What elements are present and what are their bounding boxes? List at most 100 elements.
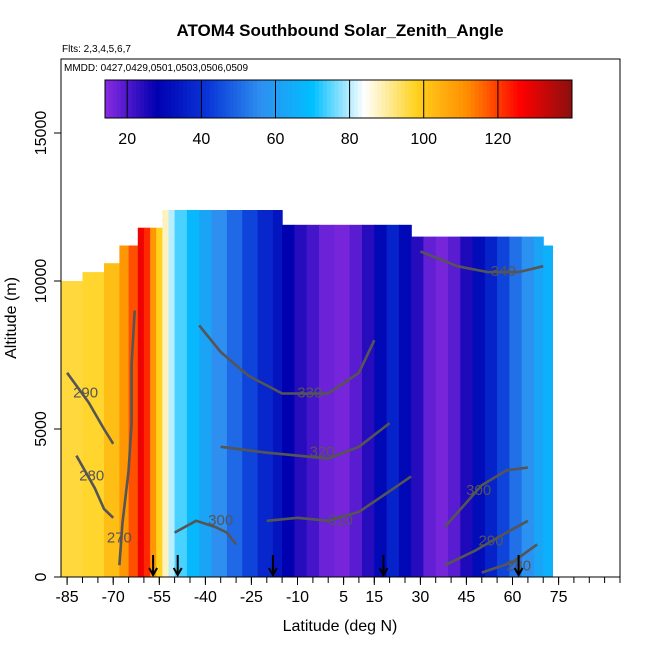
colorbar-segment — [490, 80, 495, 118]
colorbar-segment — [439, 80, 445, 118]
colorbar-segment — [112, 80, 118, 118]
y-axis: 0 5000 10000 15000 — [33, 111, 61, 581]
colorbar-segment — [105, 80, 110, 118]
colorbar-tick-label: 60 — [267, 131, 285, 148]
plot-border — [60, 58, 621, 578]
colorbar-segment — [272, 80, 277, 118]
colorbar-segment — [140, 80, 145, 118]
heat-column — [186, 210, 200, 577]
colorbar-segment — [455, 80, 460, 118]
chart-title: ATOM4 Southbound Solar_Zenith_Angle — [176, 21, 503, 40]
heat-column — [306, 224, 320, 577]
colorbar-segment — [241, 80, 246, 118]
colorbar-segment — [369, 80, 375, 118]
colorbar-segment — [431, 80, 437, 118]
colorbar-segment — [198, 80, 203, 118]
heat-column — [349, 224, 363, 577]
contour-line — [419, 250, 544, 274]
colorbar-segment — [206, 80, 211, 118]
heat-column — [150, 227, 157, 577]
heat-column — [174, 210, 188, 577]
colorbar-segment — [190, 80, 196, 118]
colorbar-segment — [159, 80, 164, 118]
colorbar-segment — [525, 80, 530, 118]
colorbar-segment — [210, 80, 215, 118]
colorbar-segment — [357, 80, 363, 118]
colorbar-segment — [217, 80, 223, 118]
colorbar-segment — [459, 80, 464, 118]
heat-column — [272, 210, 283, 577]
contour-label: 300 — [208, 512, 233, 529]
colorbar-segment — [501, 80, 507, 118]
heat-column — [374, 224, 388, 577]
dates-note: MMDD: 0427,0429,0501,0503,0506,0509 — [64, 63, 248, 74]
colorbar-border — [104, 79, 573, 119]
colorbar-tick-label: 20 — [118, 131, 136, 148]
x-tick-label: -40 — [194, 589, 217, 606]
colorbar-segment — [186, 80, 192, 118]
colorbar-segment — [361, 80, 367, 118]
y-tick-label: 0 — [33, 572, 50, 581]
heat-column — [448, 236, 461, 577]
colorbar-segment — [264, 80, 269, 118]
colorbar-segment — [287, 80, 293, 118]
colorbar-segment — [474, 80, 480, 118]
colorbar-segment — [392, 80, 398, 118]
colorbar-segment — [330, 80, 336, 118]
colorbar-segment — [116, 80, 122, 118]
contour-line — [220, 422, 391, 460]
contour-line — [266, 475, 412, 523]
heat-column — [460, 236, 474, 577]
colorbar-segment — [513, 80, 519, 118]
colorbar-tick-label: 80 — [341, 131, 359, 148]
colorbar-segment — [276, 80, 281, 118]
x-tick-label: 60 — [504, 589, 522, 606]
contour-label: 330 — [297, 384, 322, 401]
y-tick-label: 15000 — [33, 111, 50, 156]
heat-column — [211, 210, 228, 577]
colorbar-segment — [284, 80, 289, 118]
heat-column — [61, 281, 84, 577]
heat-column — [411, 236, 424, 577]
colorbar-segment — [194, 80, 199, 118]
colorbar-segment — [517, 80, 522, 118]
colorbar-segment — [408, 80, 413, 118]
contour-label: 290 — [73, 384, 98, 401]
colorbar-segment — [132, 80, 137, 118]
colorbar-segment — [568, 80, 573, 118]
colorbar-segment — [385, 80, 390, 118]
profile-arrow — [148, 555, 158, 577]
colorbar-segment — [548, 80, 554, 118]
colorbar-segment — [396, 80, 402, 118]
contour-line — [118, 310, 136, 566]
heat-column — [294, 224, 308, 577]
heat-column — [484, 236, 498, 577]
colorbar-segment — [213, 80, 219, 118]
profile-arrow — [378, 555, 389, 577]
colorbar-segment — [412, 80, 417, 118]
heat-column — [257, 210, 274, 577]
colorbar-segment — [319, 80, 324, 118]
x-tick-label: 15 — [365, 589, 383, 606]
colorbar-segment — [256, 80, 262, 118]
contour-label: 300 — [466, 482, 491, 499]
contour-label: 310 — [328, 512, 353, 529]
colorbar-segment — [171, 80, 176, 118]
x-tick-label: -85 — [56, 589, 79, 606]
x-tick-label: -10 — [286, 589, 309, 606]
contour-line — [173, 519, 238, 546]
colorbar-segment — [326, 80, 332, 118]
contour-lines — [66, 250, 544, 574]
colorbar-segment — [237, 80, 242, 118]
heat-column — [534, 236, 544, 577]
colorbar-segment — [128, 80, 133, 118]
colorbar-segment — [416, 80, 421, 118]
heat-column — [521, 236, 535, 577]
colorbar-segment — [334, 80, 339, 118]
contour-line — [443, 466, 529, 528]
colorbar-segment — [560, 80, 565, 118]
contour-label: 340 — [491, 263, 516, 280]
colorbar-segment — [365, 80, 371, 118]
colorbar-segment — [556, 80, 561, 118]
contour-label: 270 — [107, 529, 132, 546]
